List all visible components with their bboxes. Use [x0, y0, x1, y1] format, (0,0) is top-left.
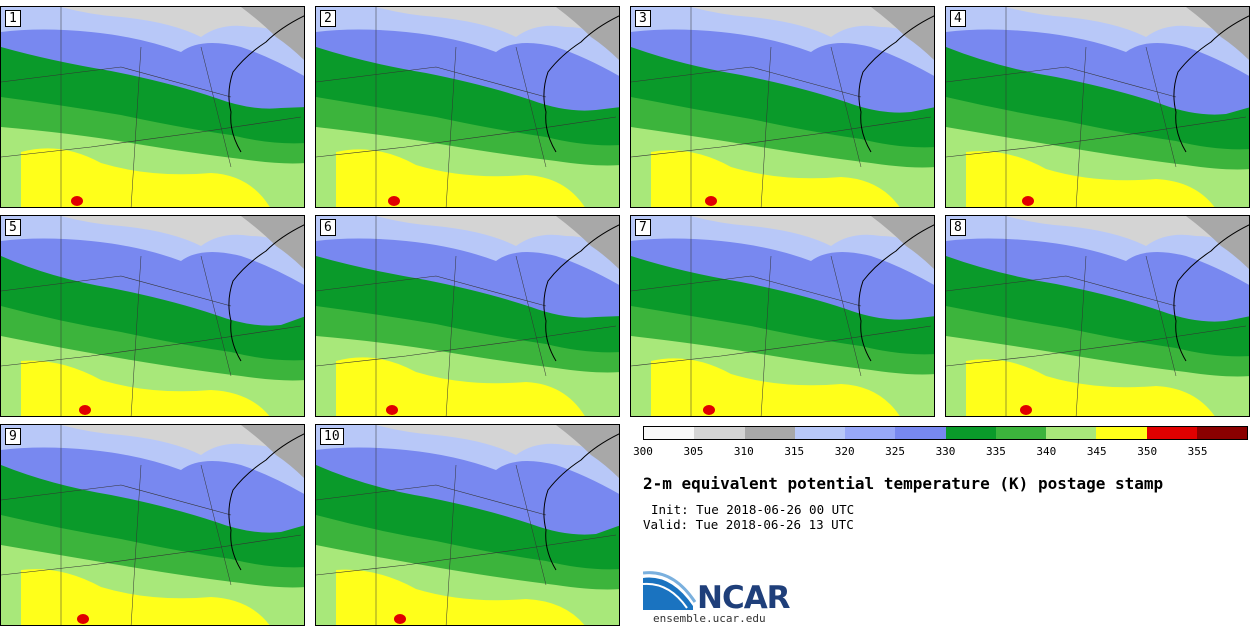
theta-e-field	[1, 7, 304, 207]
valid-time: Valid: Tue 2018-06-26 13 UTC	[643, 517, 854, 532]
member-number: 9	[5, 428, 21, 445]
ncar-logo-icon	[643, 571, 697, 610]
colorbar-segment	[644, 427, 695, 439]
ensemble-member-panel[interactable]: 10	[315, 424, 620, 626]
colorbar	[643, 426, 1248, 440]
colorbar-segment	[744, 427, 795, 439]
colorbar-tick-label: 305	[683, 445, 704, 458]
colorbar-segment	[895, 427, 946, 439]
figure-title: 2-m equivalent potential temperature (K)…	[643, 474, 1164, 493]
colorbar-segment	[945, 427, 996, 439]
colorbar-tick-label: 315	[784, 445, 805, 458]
colorbar-tick-label: 330	[935, 445, 956, 458]
colorbar-segment	[1146, 427, 1197, 439]
colorbar-segment	[995, 427, 1046, 439]
ncar-logo-text: NCAR	[697, 580, 791, 616]
colorbar-tick-label: 335	[985, 445, 1006, 458]
member-number: 4	[950, 10, 966, 27]
ensemble-member-panel[interactable]: 8	[945, 215, 1250, 417]
theta-e-field	[1, 216, 304, 416]
init-time: Init: Tue 2018-06-26 00 UTC	[651, 502, 855, 517]
ensemble-member-panel[interactable]: 6	[315, 215, 620, 417]
colorbar-segment	[794, 427, 845, 439]
colorbar-segment	[694, 427, 745, 439]
colorbar-tick-label: 355	[1187, 445, 1208, 458]
theta-e-field	[316, 216, 619, 416]
member-number: 7	[635, 219, 651, 236]
colorbar-segment	[1046, 427, 1097, 439]
site-url[interactable]: ensemble.ucar.edu	[653, 612, 766, 625]
member-number: 1	[5, 10, 21, 27]
theta-e-field	[946, 216, 1249, 416]
colorbar-segment	[845, 427, 896, 439]
member-number: 3	[635, 10, 651, 27]
member-number: 5	[5, 219, 21, 236]
theta-e-field	[631, 216, 934, 416]
colorbar-tick-label: 300	[633, 445, 653, 458]
theta-e-field	[631, 7, 934, 207]
ensemble-member-panel[interactable]: 5	[0, 215, 305, 417]
member-number: 8	[950, 219, 966, 236]
ensemble-member-panel[interactable]: 9	[0, 424, 305, 626]
ensemble-member-panel[interactable]: 1	[0, 6, 305, 208]
ensemble-member-panel[interactable]: 4	[945, 6, 1250, 208]
ensemble-member-panel[interactable]: 7	[630, 215, 935, 417]
theta-e-field	[1, 425, 304, 625]
colorbar-tick-label: 350	[1137, 445, 1158, 458]
member-number: 2	[320, 10, 336, 27]
colorbar-tick-label: 310	[733, 445, 754, 458]
colorbar-segment	[1096, 427, 1147, 439]
colorbar-tick-label: 325	[885, 445, 906, 458]
colorbar-segment	[1196, 427, 1247, 439]
member-number: 10	[320, 428, 344, 445]
colorbar-tick-label: 320	[834, 445, 855, 458]
member-number: 6	[320, 219, 336, 236]
colorbar-tick-label: 345	[1086, 445, 1107, 458]
theta-e-field	[316, 7, 619, 207]
ensemble-member-panel[interactable]: 2	[315, 6, 620, 208]
ensemble-member-panel[interactable]: 3	[630, 6, 935, 208]
theta-e-field	[316, 425, 619, 625]
theta-e-field	[946, 7, 1249, 207]
colorbar-tick-label: 340	[1036, 445, 1057, 458]
